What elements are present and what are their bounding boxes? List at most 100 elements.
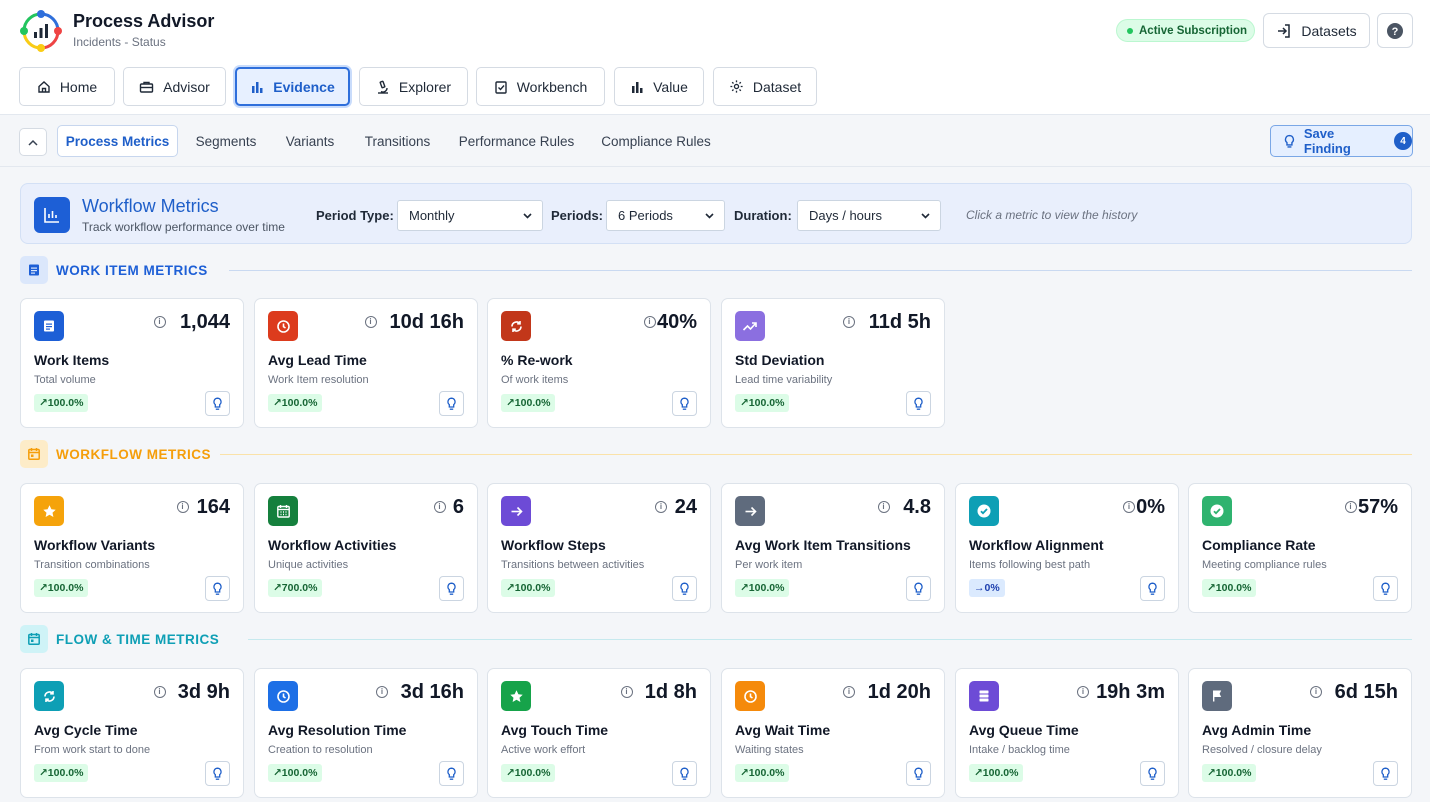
nav-explorer-button[interactable]: Explorer [359, 67, 468, 106]
metric-card-avg-admin-time[interactable]: i 6d 15h Avg Admin Time Resolved / closure … [1188, 668, 1412, 798]
tab-performance-rules[interactable]: Performance Rules [458, 133, 575, 149]
metric-card-re-work[interactable]: i 40% % Re-work Of work items ↗100.0% [487, 298, 711, 428]
lightbulb-icon [914, 582, 923, 595]
save-finding-icon-button[interactable] [1140, 761, 1165, 786]
metric-description: Waiting states [735, 744, 804, 756]
bar-chart-icon [632, 81, 643, 93]
period-type-select[interactable]: Monthly [397, 200, 543, 231]
help-icon: ? [1387, 22, 1403, 39]
tab-segments[interactable]: Segments [195, 133, 257, 149]
finding-count-badge: 4 [1394, 132, 1412, 150]
arrow-right-icon [501, 496, 531, 526]
section-divider [248, 639, 1412, 640]
metric-card-avg-wait-time[interactable]: i 1d 20h Avg Wait Time Waiting states ↗100.0… [721, 668, 945, 798]
nav-evidence-button[interactable]: Evidence [235, 67, 350, 106]
metric-card-avg-touch-time[interactable]: i 1d 8h Avg Touch Time Active work effort ↗1… [487, 668, 711, 798]
change-badge: ↗100.0% [1202, 579, 1257, 597]
save-finding-icon-button[interactable] [1140, 576, 1165, 601]
nav-value-button[interactable]: Value [614, 67, 704, 106]
datasets-button[interactable]: Datasets [1263, 13, 1370, 48]
save-finding-icon-button[interactable] [672, 576, 697, 601]
save-finding-icon-button[interactable] [205, 391, 230, 416]
info-icon[interactable]: i [176, 501, 189, 513]
info-icon[interactable]: i [364, 316, 377, 328]
collapse-button[interactable] [19, 128, 47, 156]
save-finding-icon-button[interactable] [906, 576, 931, 601]
chevron-down-icon [523, 213, 532, 219]
info-icon[interactable]: i [643, 316, 656, 328]
metric-card-workflow-variants[interactable]: i 164 Workflow Variants Transition combinat… [20, 483, 244, 613]
metric-card-avg-lead-time[interactable]: i 10d 16h Avg Lead Time Work Item resolutio… [254, 298, 478, 428]
info-icon[interactable]: i [433, 501, 446, 513]
info-icon[interactable]: i [1344, 501, 1357, 513]
save-finding-icon-button[interactable] [439, 576, 464, 601]
metric-card-avg-cycle-time[interactable]: i 3d 9h Avg Cycle Time From work start to d… [20, 668, 244, 798]
save-finding-icon-button[interactable] [906, 391, 931, 416]
duration-select[interactable]: Days / hours [797, 200, 941, 231]
metric-value: 3d 16h [400, 681, 464, 703]
save-finding-icon-button[interactable] [906, 761, 931, 786]
metric-card-avg-resolution-time[interactable]: i 3d 16h Avg Resolution Time Creation to re… [254, 668, 478, 798]
metric-value: 11d 5h [868, 311, 931, 333]
nav-home-button[interactable]: Home [19, 67, 115, 106]
save-finding-icon-button[interactable] [439, 761, 464, 786]
metric-card-avg-queue-time[interactable]: i 19h 3m Avg Queue Time Intake / backlog ti… [955, 668, 1179, 798]
info-icon[interactable]: i [1310, 686, 1322, 698]
info-icon[interactable]: i [877, 501, 890, 513]
metric-name: Avg Admin Time [1202, 722, 1312, 738]
info-icon[interactable]: i [1077, 686, 1089, 698]
section-title: FLOW & TIME METRICS [56, 632, 220, 647]
tab-variants[interactable]: Variants [285, 133, 335, 149]
save-finding-icon-button[interactable] [672, 391, 697, 416]
info-icon[interactable]: i [153, 316, 166, 328]
help-button[interactable]: ? [1377, 13, 1413, 48]
metric-card-std-deviation[interactable]: i 11d 5h Std Deviation Lead time variabilit… [721, 298, 945, 428]
change-badge: ↗100.0% [268, 764, 323, 782]
save-finding-icon-button[interactable] [1373, 576, 1398, 601]
sign-in-icon [1278, 23, 1291, 38]
tab-transitions[interactable]: Transitions [364, 133, 431, 149]
tab-compliance-rules[interactable]: Compliance Rules [601, 133, 711, 149]
tab-process-metrics[interactable]: Process Metrics [57, 125, 178, 157]
metric-value: 57% [1357, 496, 1398, 518]
metric-card-work-items[interactable]: i 1,044 Work Items Total volume ↗100.0% [20, 298, 244, 428]
clipboard-check-icon [495, 80, 507, 94]
nav-advisor-button[interactable]: Advisor [123, 67, 226, 106]
info-icon[interactable]: i [376, 686, 388, 698]
metric-name: Avg Resolution Time [268, 722, 407, 738]
info-icon[interactable]: i [620, 686, 633, 698]
save-finding-icon-button[interactable] [205, 576, 230, 601]
lightbulb-icon [213, 582, 222, 595]
info-icon[interactable]: i [153, 686, 166, 698]
info-icon[interactable]: i [1123, 501, 1135, 513]
metric-card-workflow-activities[interactable]: i 6 Workflow Activities Unique activities ↗7… [254, 483, 478, 613]
save-finding-icon-button[interactable] [1373, 761, 1398, 786]
duration-value: Days / hours [809, 208, 882, 223]
save-finding-icon-button[interactable] [205, 761, 230, 786]
trend-up-icon [735, 311, 765, 341]
metric-card-avg-work-item-transitions[interactable]: i 4.8 Avg Work Item Transitions Per work it… [721, 483, 945, 613]
lightbulb-icon [213, 397, 222, 410]
sub-tab-bar [0, 116, 1430, 167]
check-circle-icon [969, 496, 999, 526]
document-icon [34, 311, 64, 341]
info-icon[interactable]: i [655, 501, 667, 513]
metric-card-workflow-alignment[interactable]: i 0% Workflow Alignment Items following bes… [955, 483, 1179, 613]
nav-dataset-button[interactable]: Dataset [713, 67, 817, 106]
metric-name: % Re-work [501, 352, 573, 368]
info-icon[interactable]: i [843, 686, 855, 698]
info-icon[interactable]: i [843, 316, 855, 328]
change-badge: →0% [969, 579, 1005, 597]
save-finding-icon-button[interactable] [672, 761, 697, 786]
save-finding-icon-button[interactable] [439, 391, 464, 416]
save-finding-button[interactable]: Save Finding 4 [1270, 125, 1413, 157]
change-badge: ↗100.0% [969, 764, 1024, 782]
metric-description: Per work item [735, 559, 803, 571]
clock-icon [735, 681, 765, 711]
change-badge: ↗100.0% [735, 394, 790, 412]
metric-card-compliance-rate[interactable]: i 57% Compliance Rate Meeting compliance ru… [1188, 483, 1412, 613]
metric-card-workflow-steps[interactable]: i 24 Workflow Steps Transitions between act… [487, 483, 711, 613]
nav-workbench-button[interactable]: Workbench [476, 67, 605, 106]
arrow-right-icon [735, 496, 765, 526]
periods-select[interactable]: 6 Periods [606, 200, 725, 231]
